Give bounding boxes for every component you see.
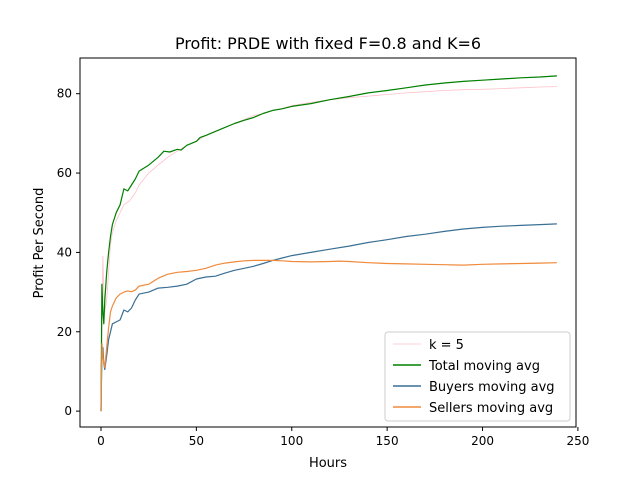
legend-label-1: Total moving avg xyxy=(428,359,540,374)
y-tick-label-4: 80 xyxy=(57,87,72,101)
legend-label-0: k = 5 xyxy=(429,338,464,353)
legend: k = 5 Total moving avg Buyers moving avg Se… xyxy=(384,331,571,422)
series-line-1 xyxy=(100,75,557,412)
series-line-3 xyxy=(100,259,557,412)
x-tick-label-4: 200 xyxy=(471,434,494,448)
x-axis-ticks: 0 50 100 150 200 250 xyxy=(97,427,589,448)
y-axis-ticks: 0 20 40 60 80 xyxy=(57,87,80,418)
x-tick-label-1: 50 xyxy=(189,434,204,448)
x-tick-label-2: 100 xyxy=(280,434,303,448)
y-tick-label-0: 0 xyxy=(64,404,72,418)
x-tick-label-0: 0 xyxy=(97,434,105,448)
plot-frame xyxy=(79,57,577,428)
x-axis-label: Hours xyxy=(309,456,347,471)
chart-title: Profit: PRDE with fixed F=0.8 and K=6 xyxy=(175,34,481,53)
series-line-2 xyxy=(100,223,557,412)
y-tick-label-1: 20 xyxy=(57,325,72,339)
legend-label-2: Buyers moving avg xyxy=(429,380,555,395)
plot-series xyxy=(100,75,557,412)
legend-label-3: Sellers moving avg xyxy=(429,401,553,416)
legend-box xyxy=(384,331,571,422)
x-tick-label-5: 250 xyxy=(566,434,589,448)
y-tick-label-3: 60 xyxy=(57,166,72,180)
x-tick-label-3: 150 xyxy=(376,434,399,448)
y-axis-label: Profit Per Second xyxy=(32,188,47,299)
y-tick-label-2: 40 xyxy=(57,245,72,259)
